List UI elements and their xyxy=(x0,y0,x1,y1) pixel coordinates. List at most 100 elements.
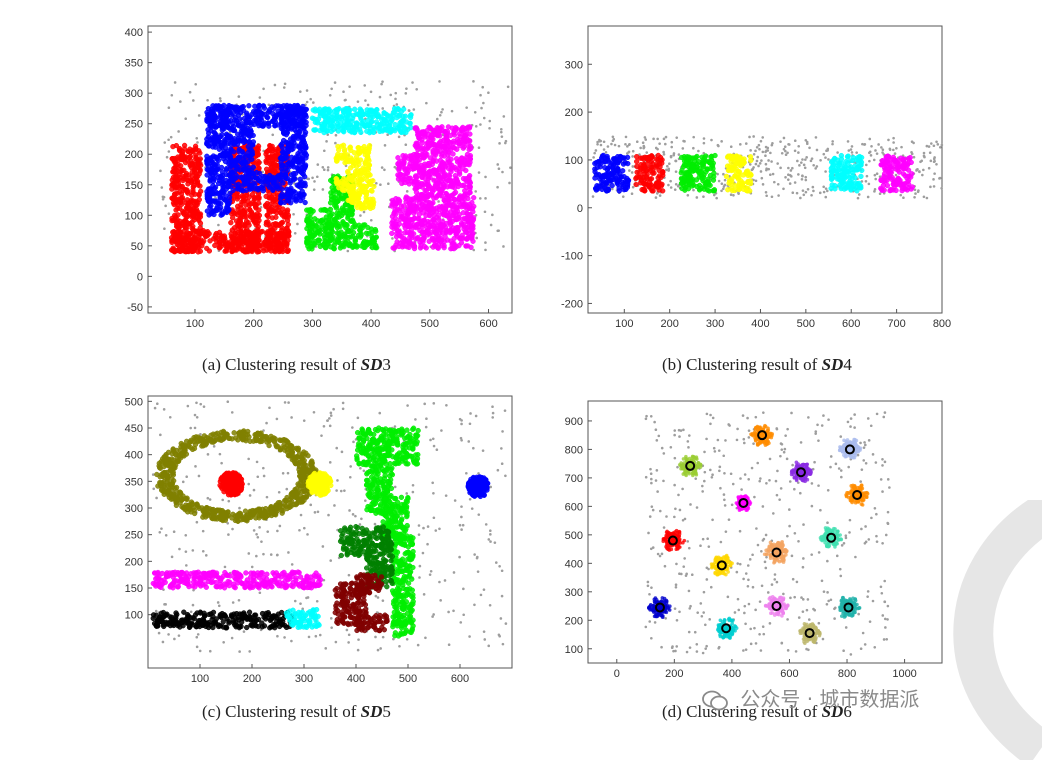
noise-point xyxy=(760,140,763,143)
cluster-point xyxy=(291,110,296,115)
cluster-point xyxy=(387,123,392,128)
cluster-point xyxy=(432,155,437,160)
cluster-point xyxy=(257,244,262,249)
noise-point xyxy=(383,168,386,171)
noise-point xyxy=(323,149,326,152)
y-tick-label: 300 xyxy=(565,59,583,71)
noise-point xyxy=(405,87,408,90)
noise-point xyxy=(892,141,895,144)
cluster-point xyxy=(446,153,451,158)
cluster-point xyxy=(247,208,252,213)
noise-point xyxy=(632,150,635,153)
cluster-point xyxy=(256,186,261,191)
cluster-point xyxy=(358,168,363,173)
cluster-point xyxy=(336,180,341,185)
cluster-point xyxy=(423,221,428,226)
noise-point xyxy=(796,160,799,163)
cluster-point xyxy=(249,157,254,162)
cluster-point xyxy=(444,191,449,196)
noise-point xyxy=(334,142,337,145)
cluster-point xyxy=(470,209,475,214)
cluster-point xyxy=(256,238,261,243)
noise-point xyxy=(928,167,931,170)
noise-point xyxy=(868,138,871,141)
x-tick-label: 700 xyxy=(887,318,905,330)
cluster-point xyxy=(430,211,435,216)
noise-point xyxy=(398,136,401,139)
cluster-point xyxy=(454,147,459,152)
noise-point xyxy=(665,136,668,139)
noise-point xyxy=(870,154,873,157)
cluster-point xyxy=(367,143,372,148)
cluster-point xyxy=(426,186,431,191)
cluster-point xyxy=(341,207,346,212)
noise-point xyxy=(379,96,382,99)
cluster-point xyxy=(342,188,347,193)
noise-point xyxy=(614,144,617,147)
cluster-point xyxy=(363,188,368,193)
cluster-point xyxy=(241,125,246,130)
noise-point xyxy=(219,97,222,100)
cluster-point xyxy=(209,155,214,160)
cluster-point xyxy=(279,126,284,131)
cluster-point xyxy=(443,129,448,134)
cluster-point xyxy=(189,238,194,243)
cluster-point xyxy=(351,163,356,168)
x-tick-label: 300 xyxy=(706,318,724,330)
noise-point xyxy=(294,232,297,235)
cluster-point xyxy=(304,236,309,241)
cluster-point xyxy=(393,203,398,208)
noise-point xyxy=(764,151,767,154)
y-tick-label: 100 xyxy=(565,155,583,167)
cluster-point xyxy=(265,235,270,240)
cluster-point xyxy=(245,238,250,243)
cluster-point xyxy=(424,229,429,234)
noise-point xyxy=(159,170,162,173)
cluster-point xyxy=(354,245,359,250)
noise-point xyxy=(756,160,759,163)
noise-point xyxy=(663,138,666,141)
noise-point xyxy=(480,107,483,110)
cluster-point xyxy=(346,183,351,188)
noise-point xyxy=(163,227,166,230)
cluster-point xyxy=(323,117,328,122)
cluster-point xyxy=(217,191,222,196)
cluster-point xyxy=(303,163,308,168)
noise-point xyxy=(642,141,645,144)
cluster-point xyxy=(296,132,301,137)
cluster-point xyxy=(345,120,350,125)
noise-point xyxy=(179,100,182,103)
cluster-point xyxy=(422,244,427,249)
cluster-point xyxy=(170,218,175,223)
cluster-point xyxy=(251,109,256,114)
cluster-point xyxy=(228,178,233,183)
noise-point xyxy=(789,174,792,177)
cluster-point xyxy=(169,183,174,188)
noise-point xyxy=(194,83,197,86)
noise-point xyxy=(773,181,776,184)
cluster-point xyxy=(353,239,358,244)
y-tick-label: 200 xyxy=(565,107,583,119)
noise-point xyxy=(758,144,761,147)
y-tick-label: 50 xyxy=(131,241,143,253)
noise-point xyxy=(481,86,484,89)
cluster-point xyxy=(297,163,302,168)
cluster-point xyxy=(341,129,346,134)
noise-point xyxy=(895,147,898,150)
cluster-point xyxy=(447,217,452,222)
noise-point xyxy=(803,164,806,167)
cluster-point xyxy=(284,155,289,160)
noise-point xyxy=(666,165,669,168)
noise-point xyxy=(364,99,367,102)
cluster-point xyxy=(458,163,463,168)
noise-point xyxy=(451,110,454,113)
noise-point xyxy=(174,81,177,84)
cluster-point xyxy=(427,125,432,130)
cluster-point xyxy=(440,124,445,129)
cluster-point xyxy=(271,222,276,227)
cluster-point xyxy=(292,164,297,169)
cluster-point xyxy=(208,203,213,208)
cluster-point xyxy=(373,229,378,234)
cluster-point xyxy=(400,119,405,124)
noise-point xyxy=(755,179,758,182)
